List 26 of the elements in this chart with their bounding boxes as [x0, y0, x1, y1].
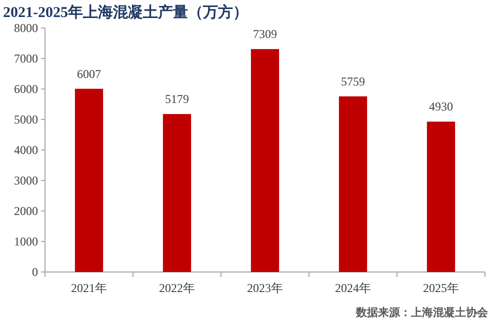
y-tick-label: 2000 — [14, 204, 38, 218]
y-tick-label: 5000 — [14, 112, 38, 126]
bar — [74, 88, 104, 272]
y-tick-label: 7000 — [14, 52, 38, 66]
x-tick-label: 2021年 — [71, 281, 107, 295]
y-tick-label: 3000 — [14, 174, 38, 188]
bar — [338, 96, 368, 272]
data-label: 5759 — [341, 74, 365, 88]
x-tick-label: 2022年 — [159, 281, 195, 295]
data-label: 4930 — [429, 100, 453, 114]
title: 2021-2025年上海混凝土产量（万方） — [3, 5, 248, 21]
x-tick-label: 2024年 — [335, 281, 371, 295]
x-tick-label: 2023年 — [247, 281, 283, 295]
bar — [250, 49, 280, 272]
annotation: 数据来源：上海混凝土协会 — [356, 307, 488, 319]
y-tick-label: 6000 — [14, 82, 38, 96]
y-tick-label: 0 — [32, 265, 38, 279]
data-label: 6007 — [77, 66, 101, 81]
y-tick-label: 1000 — [14, 234, 38, 248]
data-label: 7309 — [253, 27, 277, 42]
y-tick-label: 8000 — [14, 21, 38, 35]
x-tick-label: 2025年 — [423, 281, 459, 295]
bar — [426, 122, 456, 272]
y-tick-label: 4000 — [14, 143, 38, 157]
data-label: 5179 — [165, 92, 189, 106]
bar — [162, 114, 192, 272]
